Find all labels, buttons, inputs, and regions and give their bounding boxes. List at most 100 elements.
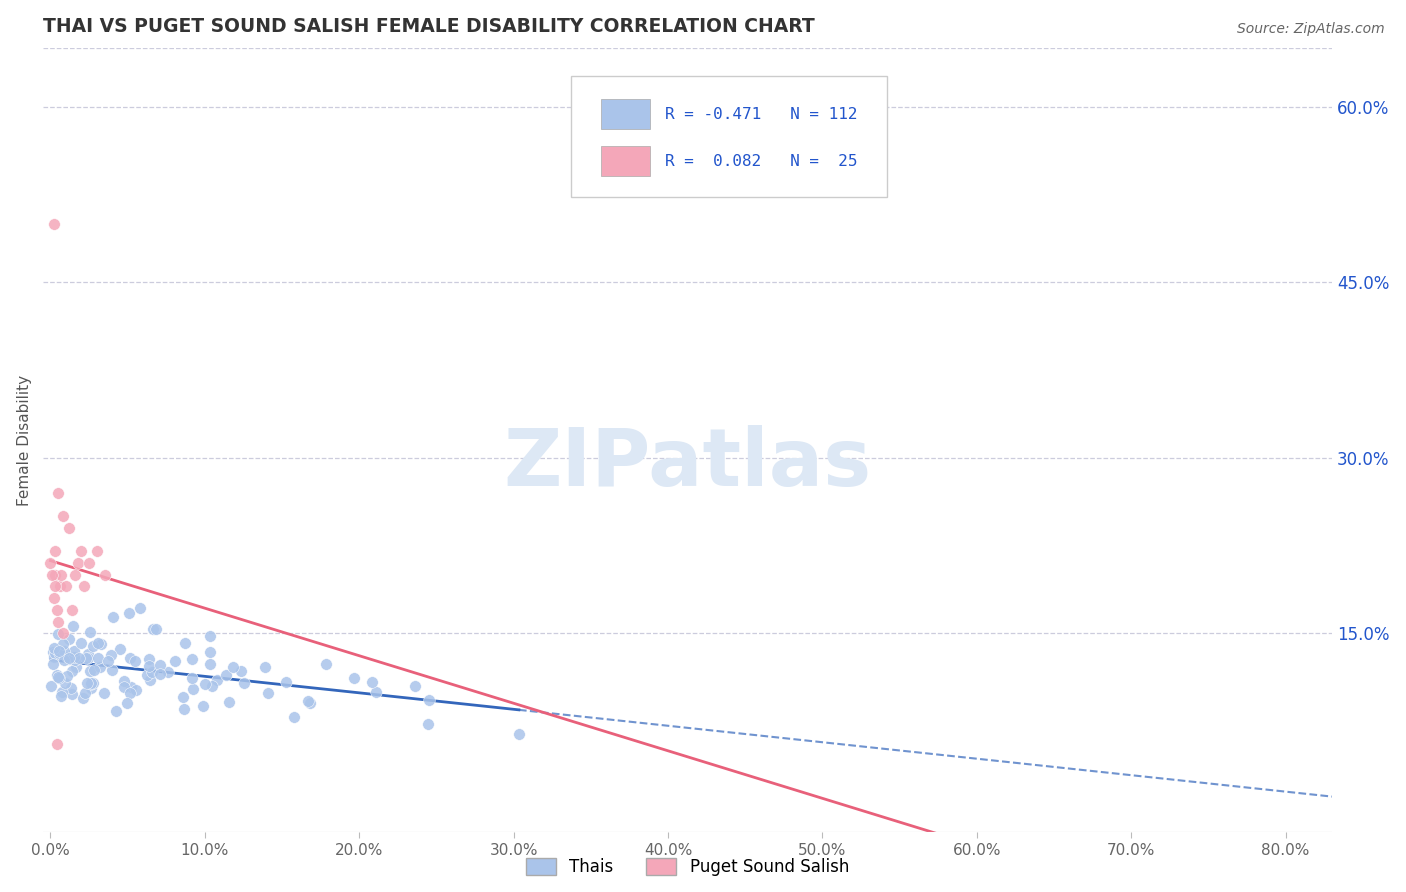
Point <box>254 660 277 674</box>
Point <box>76 676 98 690</box>
Point <box>42 641 65 656</box>
Point <box>73 686 96 700</box>
Point <box>52 509 75 524</box>
Point <box>100 663 122 677</box>
Point <box>198 645 221 659</box>
Point <box>60 603 83 617</box>
Point <box>142 622 165 636</box>
Point <box>200 629 222 643</box>
Point <box>42 657 65 672</box>
Point <box>60 687 83 701</box>
Point <box>52 644 75 658</box>
Point <box>55 579 77 593</box>
Point <box>45 603 67 617</box>
Point <box>48 646 70 660</box>
Point <box>201 679 224 693</box>
Point <box>194 677 217 691</box>
Text: THAI VS PUGET SOUND SALISH FEMALE DISABILITY CORRELATION CHART: THAI VS PUGET SOUND SALISH FEMALE DISABI… <box>42 17 814 36</box>
Point <box>198 657 221 672</box>
Point <box>67 651 90 665</box>
Point <box>180 651 202 665</box>
Point <box>117 696 139 710</box>
Point <box>58 632 80 646</box>
Point <box>97 654 120 668</box>
Point <box>46 668 69 682</box>
Point <box>136 668 159 682</box>
Point <box>51 685 73 699</box>
Point <box>87 636 110 650</box>
Point <box>46 670 69 684</box>
Point <box>89 659 111 673</box>
Point <box>63 653 86 667</box>
Point <box>76 647 98 661</box>
Point <box>52 637 75 651</box>
Point <box>124 655 146 669</box>
Point <box>105 704 128 718</box>
Point <box>51 567 73 582</box>
Point <box>222 659 245 673</box>
Point <box>79 624 101 639</box>
Point <box>93 686 115 700</box>
Point <box>364 685 387 699</box>
Point <box>231 664 253 678</box>
Point <box>138 652 160 666</box>
Point <box>63 567 86 582</box>
Point <box>82 640 104 654</box>
Point <box>42 591 65 606</box>
Point <box>128 601 150 615</box>
Legend: Thais, Puget Sound Salish: Thais, Puget Sound Salish <box>519 851 856 882</box>
Point <box>83 663 105 677</box>
Point <box>149 657 172 672</box>
Point <box>53 676 76 690</box>
Point <box>70 636 93 650</box>
Point <box>360 675 382 690</box>
Point <box>191 699 214 714</box>
Point <box>218 695 240 709</box>
Point <box>173 701 195 715</box>
Text: R = -0.471   N = 112: R = -0.471 N = 112 <box>665 107 858 121</box>
Point <box>205 673 228 688</box>
Point <box>87 651 110 665</box>
Point <box>90 637 112 651</box>
Bar <box>600 99 650 129</box>
Point <box>62 619 84 633</box>
Point <box>42 217 65 231</box>
Point <box>56 669 79 683</box>
Point <box>44 567 66 582</box>
Point <box>138 659 160 673</box>
Point <box>79 665 101 679</box>
Point <box>508 726 530 740</box>
Y-axis label: Female Disability: Female Disability <box>17 375 32 506</box>
Point <box>55 649 77 664</box>
Point <box>46 626 69 640</box>
Point <box>48 644 70 658</box>
Point <box>42 645 65 659</box>
Point <box>343 671 366 685</box>
Point <box>416 716 439 731</box>
Point <box>44 647 66 661</box>
Point <box>44 579 66 593</box>
Point <box>141 665 163 680</box>
Point <box>44 544 66 558</box>
Text: ZIPatlas: ZIPatlas <box>503 425 872 503</box>
Point <box>297 694 319 708</box>
Point <box>117 606 139 620</box>
Point <box>53 653 76 667</box>
Point <box>120 680 142 694</box>
Point <box>63 644 86 658</box>
Point <box>103 610 125 624</box>
Point <box>100 648 122 663</box>
Point <box>118 651 141 665</box>
Point <box>298 696 321 710</box>
Point <box>60 664 83 678</box>
Point <box>93 567 115 582</box>
Point <box>120 686 142 700</box>
Point <box>58 652 80 666</box>
Point <box>72 691 94 706</box>
Point <box>52 626 75 640</box>
Point <box>39 679 62 693</box>
Point <box>257 686 280 700</box>
Point <box>214 668 236 682</box>
Point <box>45 738 67 752</box>
Point <box>46 615 69 629</box>
